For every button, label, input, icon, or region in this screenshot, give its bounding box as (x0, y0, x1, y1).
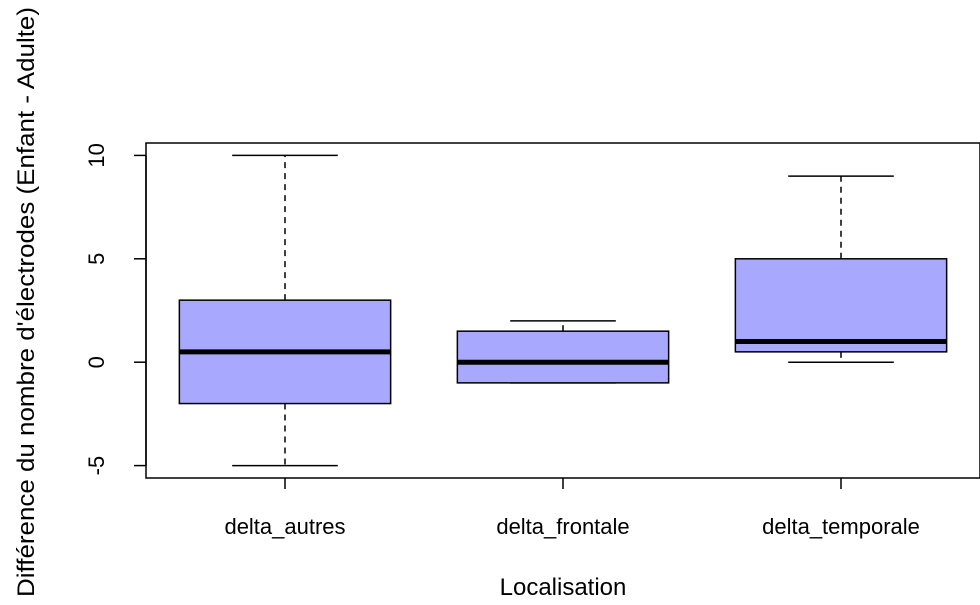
y-tick-label: 0 (84, 356, 109, 368)
box-delta_autres (178, 154, 392, 467)
x-tick-label: delta_autres (224, 514, 345, 539)
x-tick-label: delta_temporale (762, 514, 920, 539)
x-axis-title: Localisation (500, 574, 627, 601)
iqr-box (734, 258, 948, 353)
y-tick-label: -5 (84, 456, 109, 476)
box-delta_temporale (734, 175, 948, 363)
y-axis: -5 0 5 10 (84, 143, 147, 476)
x-tick-label: delta_frontale (496, 514, 629, 539)
y-tick-label: 10 (84, 143, 109, 167)
y-tick-label: 5 (84, 253, 109, 265)
boxes-layer (178, 154, 948, 467)
y-axis-title: Différence du nombre d'électrodes (Enfan… (13, 7, 40, 597)
box-delta_frontale (456, 320, 670, 384)
iqr-box (456, 330, 670, 384)
x-axis: delta_autres delta_frontale delta_temporal… (224, 478, 920, 539)
